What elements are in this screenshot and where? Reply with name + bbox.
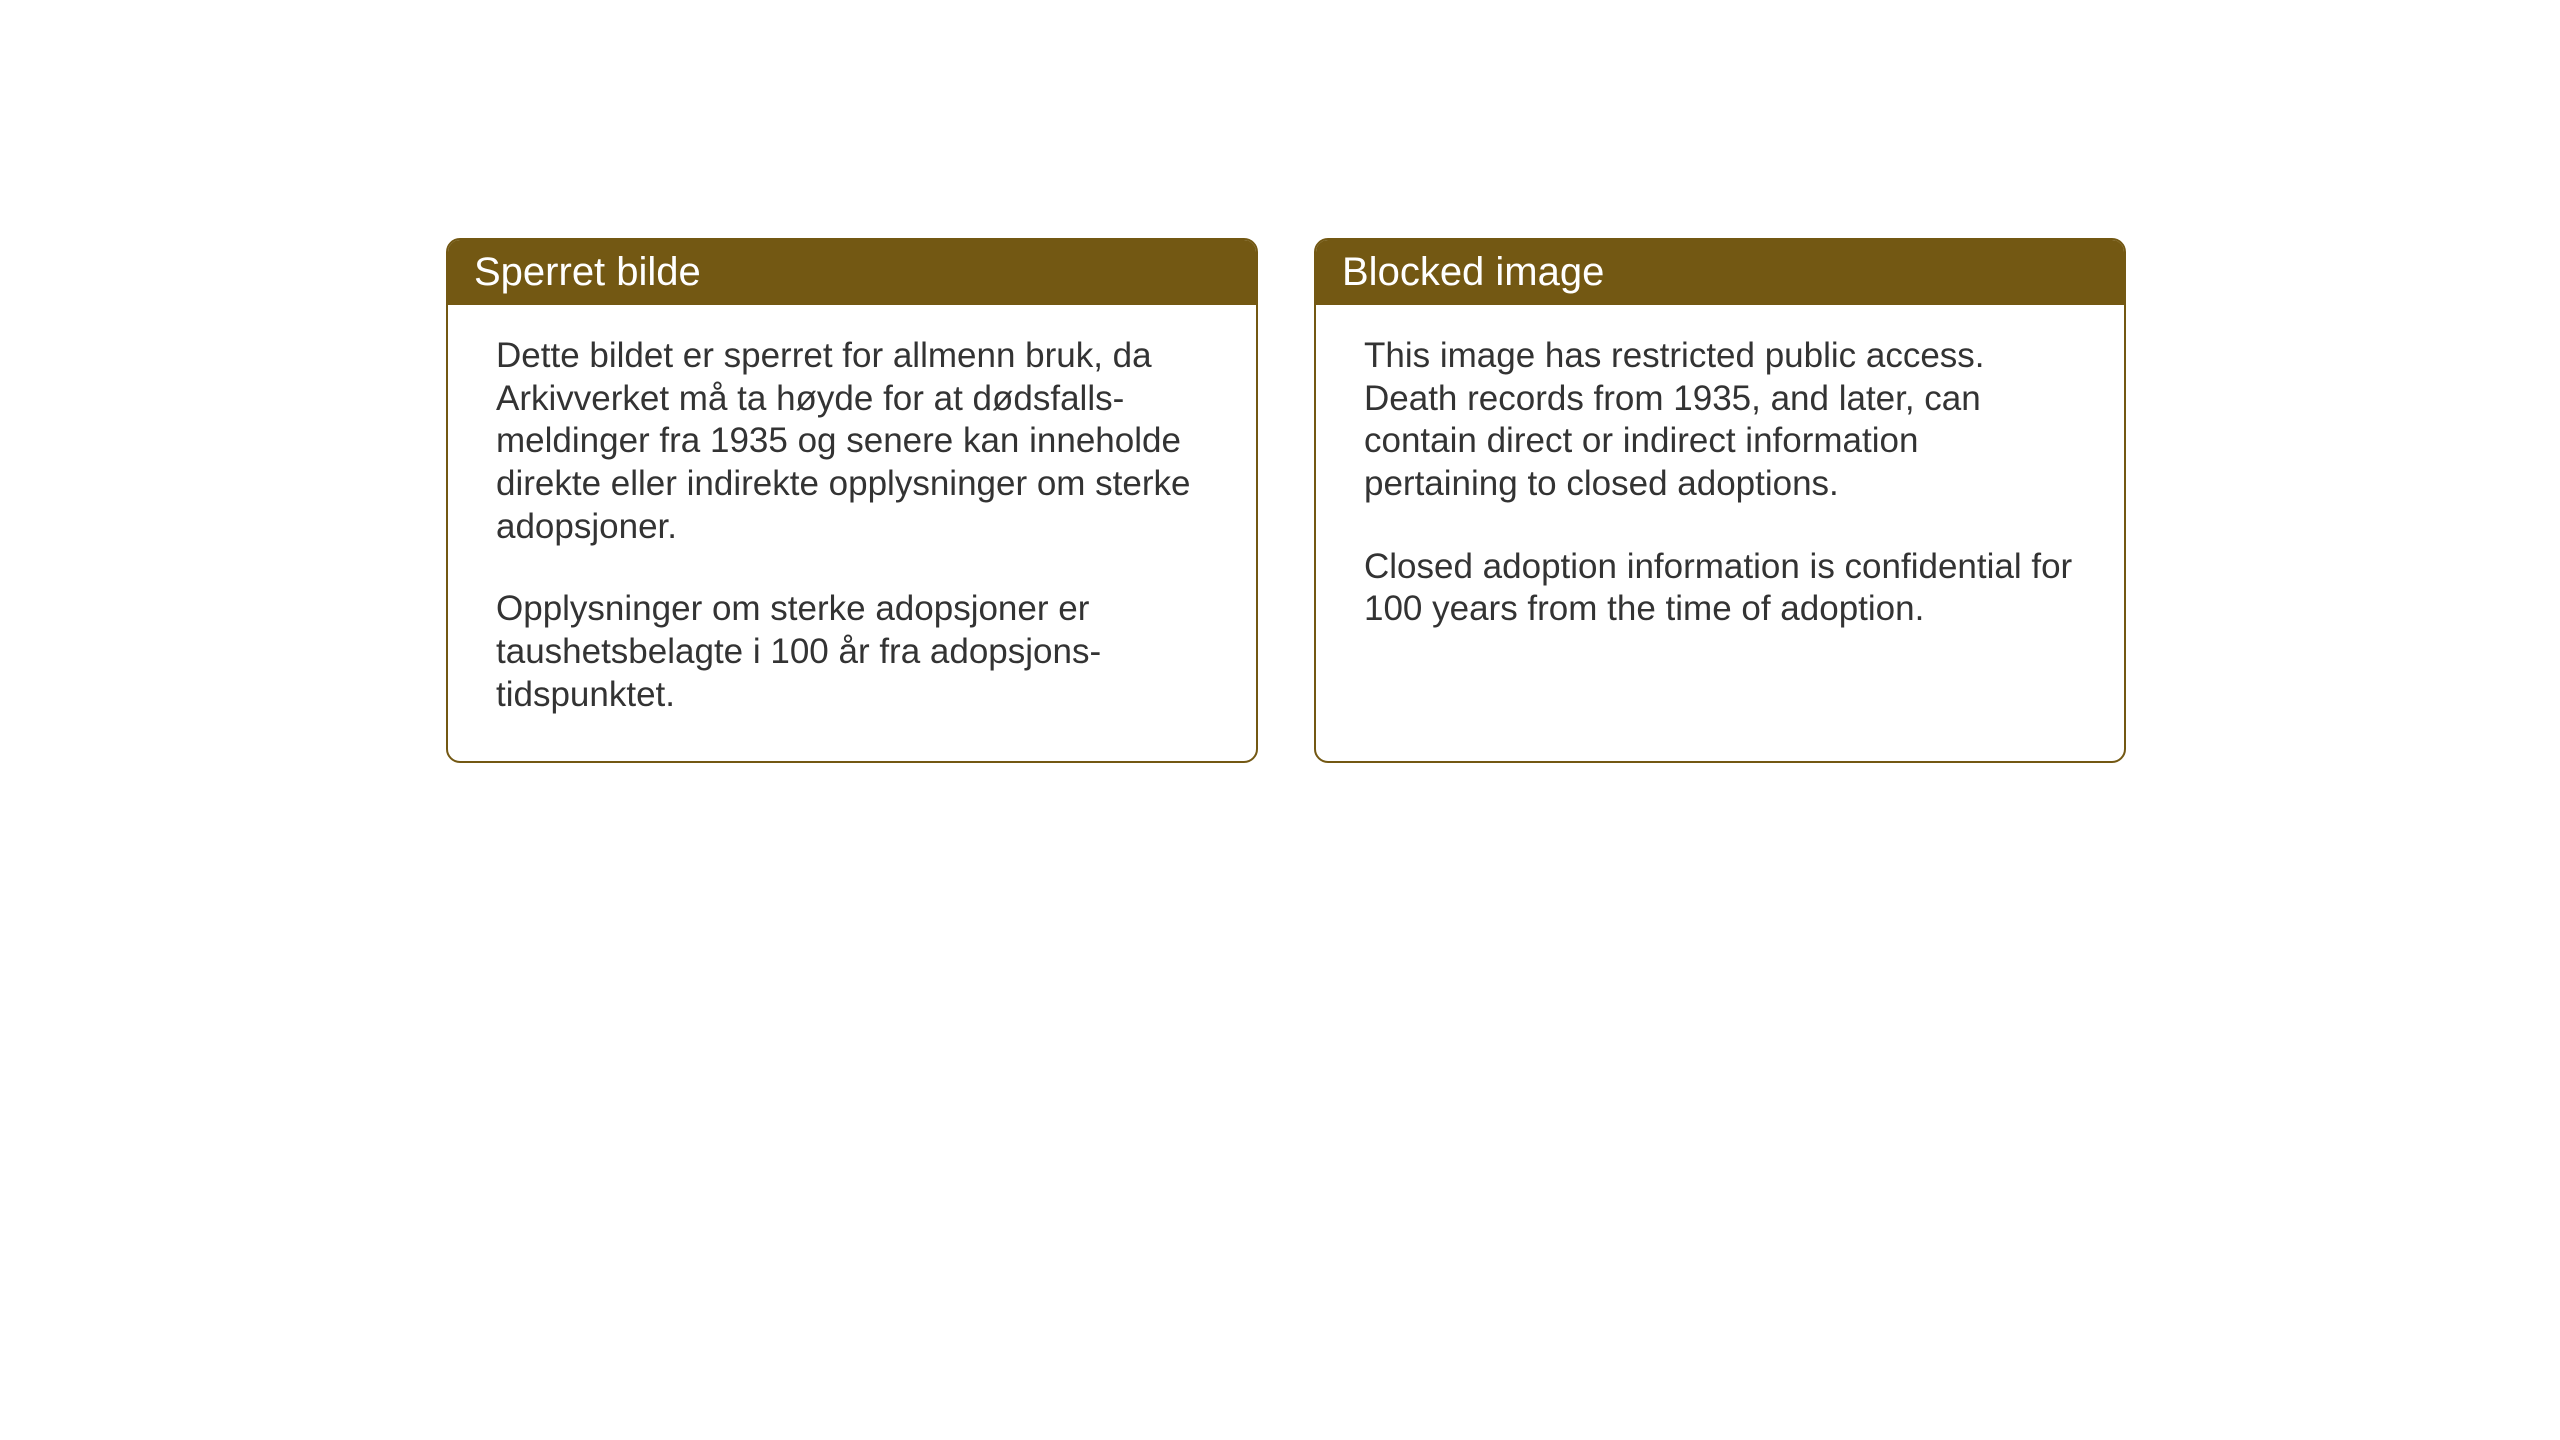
card-paragraph: Closed adoption information is confident… [1364, 546, 2076, 631]
notice-cards-container: Sperret bilde Dette bildet er sperret fo… [446, 238, 2126, 763]
card-paragraph: Dette bildet er sperret for allmenn bruk… [496, 335, 1208, 548]
card-header-english: Blocked image [1316, 240, 2124, 305]
card-body-norwegian: Dette bildet er sperret for allmenn bruk… [448, 305, 1256, 761]
card-title: Blocked image [1342, 250, 1604, 294]
card-header-norwegian: Sperret bilde [448, 240, 1256, 305]
notice-card-norwegian: Sperret bilde Dette bildet er sperret fo… [446, 238, 1258, 763]
card-title: Sperret bilde [474, 250, 701, 294]
card-paragraph: Opplysninger om sterke adopsjoner er tau… [496, 588, 1208, 716]
card-body-english: This image has restricted public access.… [1316, 305, 2124, 675]
notice-card-english: Blocked image This image has restricted … [1314, 238, 2126, 763]
card-paragraph: This image has restricted public access.… [1364, 335, 2076, 506]
